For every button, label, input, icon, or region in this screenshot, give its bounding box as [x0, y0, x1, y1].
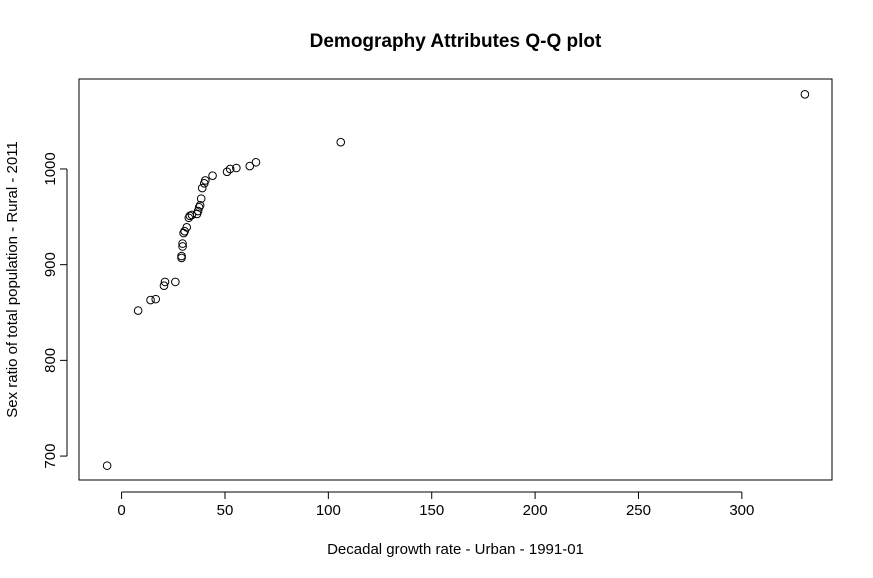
data-point: [178, 242, 187, 251]
y-tick-label: 700: [42, 444, 59, 469]
data-point: [151, 294, 161, 304]
data-point: [178, 239, 187, 248]
data-point: [197, 183, 207, 193]
data-point: [251, 157, 261, 167]
x-axis: 0 50 100 150 200 250 300: [117, 491, 754, 519]
data-point: [171, 277, 180, 287]
y-tick-label: 900: [42, 252, 59, 277]
x-tick-label: 50: [217, 502, 234, 519]
data-points: [102, 90, 810, 470]
x-tick-label: 250: [626, 502, 651, 519]
data-point: [800, 90, 810, 99]
data-point: [336, 137, 346, 147]
data-point: [196, 194, 206, 203]
data-point: [225, 164, 235, 174]
x-tick-label: 100: [316, 502, 341, 519]
y-tick-label: 800: [42, 348, 59, 373]
x-axis-label: Decadal growth rate - Urban - 1991-01: [327, 541, 584, 558]
data-point: [201, 176, 210, 185]
data-point: [182, 223, 192, 232]
x-tick-label: 200: [523, 502, 548, 519]
data-point: [160, 277, 170, 287]
data-point: [102, 461, 112, 470]
data-point: [245, 161, 255, 171]
data-point: [133, 306, 143, 315]
y-axis-label: Sex ratio of total population - Rural - …: [4, 141, 21, 418]
data-point: [222, 167, 232, 177]
chart-title: Demography Attributes Q-Q plot: [310, 31, 602, 52]
y-tick-label: 1000: [42, 152, 59, 185]
data-point: [159, 281, 169, 291]
y-axis: 700 800 900 1000: [42, 152, 68, 469]
data-point: [195, 201, 205, 210]
data-point: [232, 163, 241, 173]
data-point: [177, 251, 186, 261]
data-point: [193, 206, 203, 216]
x-tick-label: 300: [729, 502, 754, 519]
x-tick-label: 150: [419, 502, 444, 519]
data-point: [146, 295, 155, 305]
plot-frame: [78, 78, 833, 481]
data-point: [177, 253, 186, 263]
x-tick-label: 0: [117, 502, 125, 519]
data-point: [194, 202, 204, 212]
data-point: [184, 213, 194, 223]
data-point: [187, 210, 197, 220]
data-point: [208, 171, 217, 180]
